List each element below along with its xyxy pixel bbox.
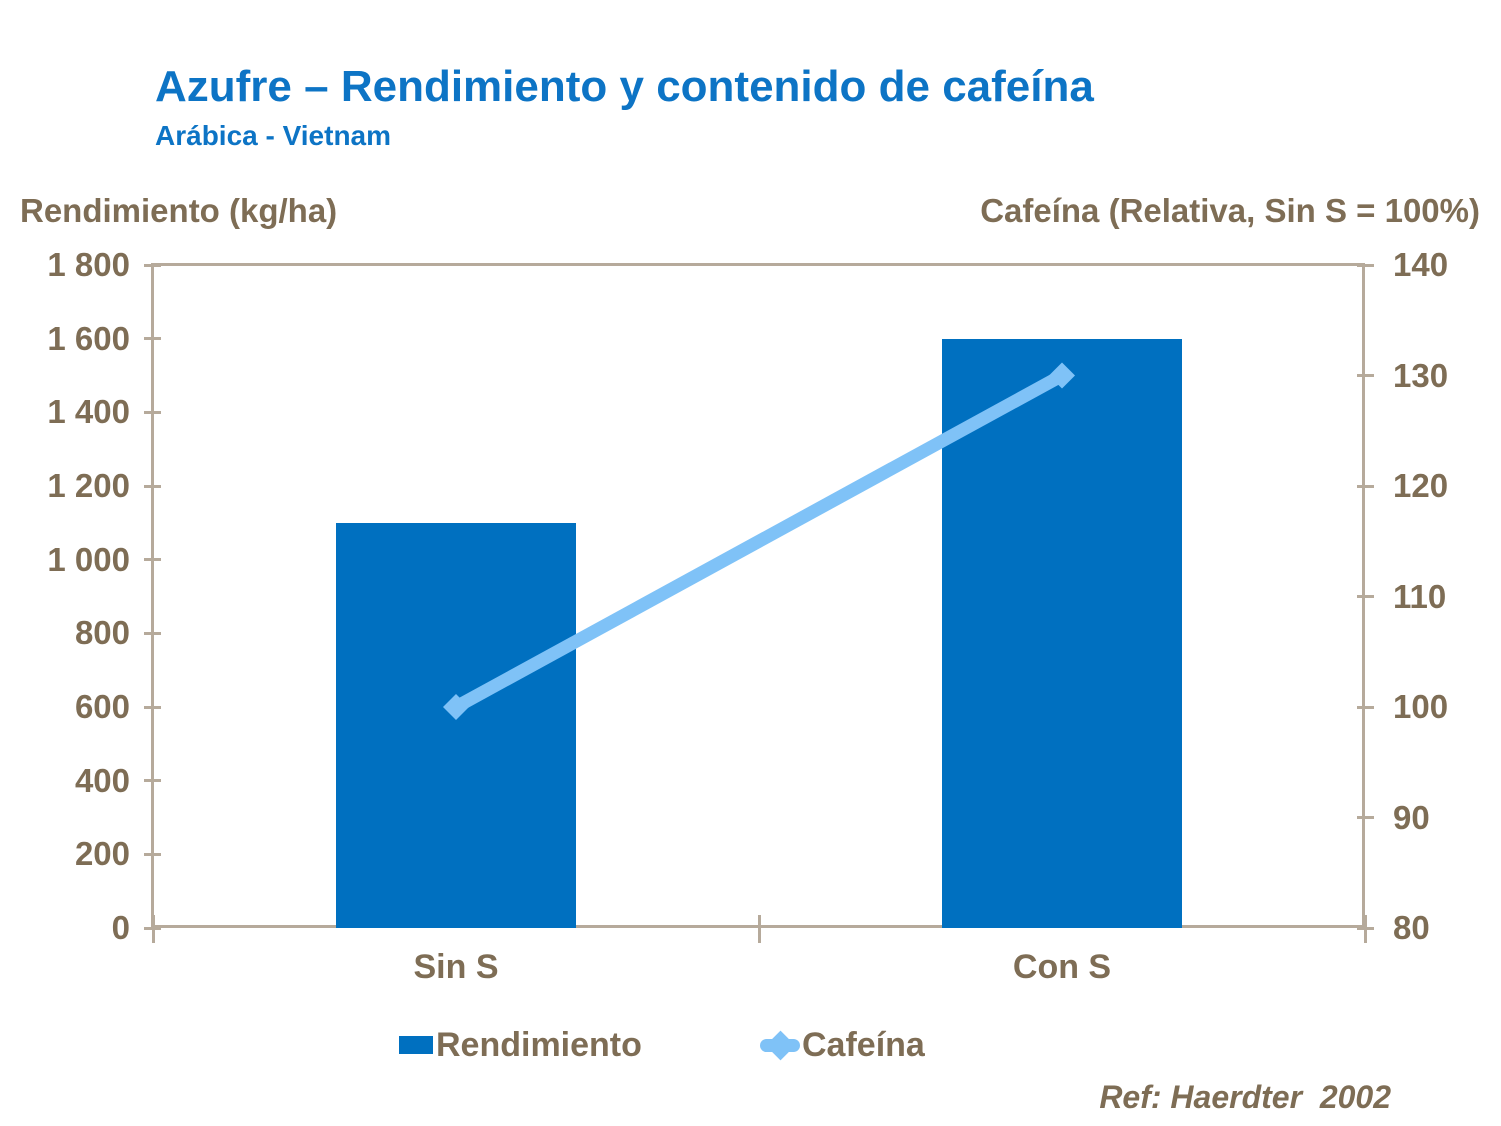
left-axis-tick-label: 0	[111, 909, 130, 946]
right-axis-tick	[1357, 595, 1374, 598]
left-axis-tick	[144, 779, 161, 783]
rendimiento-bar-swatch-icon	[399, 1036, 433, 1054]
left-axis-tick-label: 1 400	[47, 393, 130, 431]
left-axis-tick-label: 1 800	[47, 246, 130, 283]
left-axis-tick-label: 1 000	[47, 540, 130, 578]
left-axis-tick	[144, 337, 161, 341]
left-axis-title: Rendimiento (kg/ha)	[20, 192, 338, 229]
legend-item-cafeina: Cafeína	[760, 1025, 925, 1065]
cafeina-diamond-marker	[443, 694, 469, 720]
right-axis-tick-label: 120	[1393, 467, 1449, 504]
left-axis-tick-label: 600	[74, 688, 130, 725]
left-axis-tick-label: 200	[74, 835, 130, 873]
right-axis-tick-label: 80	[1393, 909, 1430, 946]
category-label: Con S	[1012, 948, 1112, 986]
rendimiento-bar	[942, 338, 1182, 928]
left-axis-tick-label: 400	[74, 761, 130, 799]
right-axis-tick	[1357, 705, 1374, 709]
legend-label-cafeina: Cafeína	[802, 1025, 925, 1064]
cafeina-line	[452, 369, 1066, 713]
right-axis-tick	[1357, 374, 1374, 377]
right-axis-tick-label: 100	[1393, 688, 1449, 725]
chart-title: Azufre – Rendimiento y contenido de cafe…	[155, 62, 1094, 111]
right-axis-title: Cafeína (Relativa, Sin S = 100%)	[980, 192, 1480, 229]
right-axis-tick	[1357, 263, 1374, 267]
x-axis-tick	[757, 915, 761, 943]
left-axis-tick	[144, 484, 161, 488]
left-axis-tick	[144, 410, 161, 414]
rendimiento-bar	[336, 522, 576, 928]
left-axis-tick	[144, 705, 161, 709]
x-axis-tick	[151, 915, 155, 943]
legend-item-rendimiento: Rendimiento	[399, 1025, 642, 1065]
left-axis-tick	[144, 263, 161, 267]
cafeina-line-marker-icon	[760, 1030, 800, 1060]
cafeina-line-series	[443, 362, 1075, 720]
left-axis-tick-label: 1 200	[47, 467, 130, 504]
legend-label-rendimiento: Rendimiento	[436, 1025, 642, 1064]
reference-text: Ref: Haerdter 2002	[1099, 1079, 1391, 1115]
right-axis-tick-label: 140	[1393, 246, 1449, 283]
left-axis-tick-label: 800	[74, 614, 130, 652]
left-axis-tick	[144, 631, 161, 635]
right-axis-tick	[1357, 484, 1374, 488]
left-axis-tick	[144, 558, 161, 562]
left-axis-tick	[144, 852, 161, 856]
right-axis-tick-label: 130	[1393, 356, 1449, 394]
right-axis-tick-label: 110	[1393, 577, 1447, 615]
right-axis-tick	[1357, 816, 1374, 819]
category-label: Sin S	[413, 948, 499, 986]
x-axis-tick	[1363, 915, 1367, 943]
chart-subtitle: Arábica - Vietnam	[155, 120, 392, 151]
left-axis-tick-label: 1 600	[47, 319, 130, 357]
right-axis-tick-label: 90	[1393, 798, 1430, 836]
cafeina-diamond-marker	[1049, 362, 1075, 389]
